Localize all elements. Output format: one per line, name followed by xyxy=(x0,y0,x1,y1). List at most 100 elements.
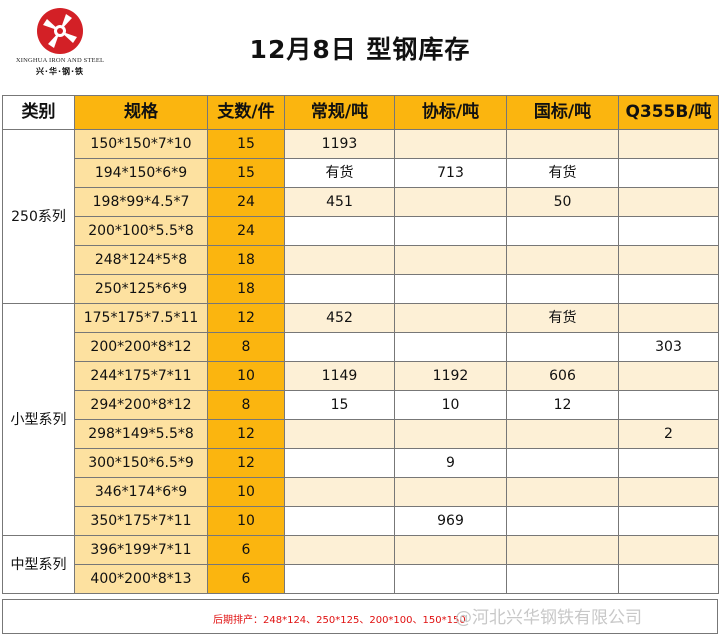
q355b-cell xyxy=(618,158,719,188)
spec-cell: 294*200*8*12 xyxy=(74,390,208,420)
col-header-q355b: Q355B/吨 xyxy=(618,95,719,130)
count-cell: 12 xyxy=(207,303,285,333)
assoc-cell xyxy=(394,216,507,246)
q355b-cell xyxy=(618,448,719,478)
count-cell: 12 xyxy=(207,448,285,478)
spec-cell: 248*124*5*8 xyxy=(74,245,208,275)
assoc-cell: 1192 xyxy=(394,361,507,391)
count-cell: 15 xyxy=(207,129,285,159)
inventory-table: 类别 规格 支数/件 常规/吨 协标/吨 国标/吨 Q355B/吨 250系列 1… xyxy=(2,95,719,594)
regular-cell: 1193 xyxy=(284,129,395,159)
table-row: 244*175*7*11 10 1149 1192 606 xyxy=(3,361,719,391)
q355b-cell xyxy=(618,361,719,391)
regular-cell xyxy=(284,448,395,478)
company-name-en: XINGHUA IRON AND STEEL xyxy=(15,57,105,64)
national-cell xyxy=(506,448,619,478)
spec-cell: 198*99*4.5*7 xyxy=(74,187,208,217)
regular-cell xyxy=(284,564,395,594)
spec-cell: 300*150*6.5*9 xyxy=(74,448,208,478)
regular-cell xyxy=(284,477,395,507)
spec-cell: 350*175*7*11 xyxy=(74,506,208,536)
xinghua-logo-icon xyxy=(37,8,83,54)
q355b-cell xyxy=(618,216,719,246)
count-cell: 10 xyxy=(207,506,285,536)
table-header-row: 类别 规格 支数/件 常规/吨 协标/吨 国标/吨 Q355B/吨 xyxy=(2,95,719,130)
count-cell: 10 xyxy=(207,361,285,391)
regular-cell xyxy=(284,419,395,449)
table-row: 250系列 150*150*7*10 15 1193 xyxy=(2,129,719,304)
assoc-cell xyxy=(394,245,507,275)
spec-cell: 150*150*7*10 xyxy=(74,129,208,159)
national-cell: 有货 xyxy=(506,303,619,333)
table-row: 中型系列 396*199*7*11 6 xyxy=(2,535,719,594)
q355b-cell xyxy=(618,303,719,333)
regular-cell: 15 xyxy=(284,390,395,420)
table-row: 350*175*7*11 10 969 xyxy=(3,506,719,536)
assoc-cell xyxy=(394,129,507,159)
table-row: 小型系列 175*175*7.5*11 12 452 有货 xyxy=(2,303,719,536)
q355b-cell xyxy=(618,187,719,217)
table-row: 294*200*8*12 8 15 10 12 xyxy=(3,390,719,420)
spec-cell: 175*175*7.5*11 xyxy=(74,303,208,333)
assoc-cell: 10 xyxy=(394,390,507,420)
q355b-cell: 303 xyxy=(618,332,719,362)
count-cell: 15 xyxy=(207,158,285,188)
assoc-cell xyxy=(394,274,507,304)
count-cell: 8 xyxy=(207,332,285,362)
q355b-cell xyxy=(618,274,719,304)
national-cell: 12 xyxy=(506,390,619,420)
assoc-cell xyxy=(394,419,507,449)
q355b-cell xyxy=(618,564,719,594)
col-header-count: 支数/件 xyxy=(207,95,285,130)
spec-cell: 194*150*6*9 xyxy=(74,158,208,188)
col-header-spec: 规格 xyxy=(74,95,208,130)
spec-cell: 200*200*8*12 xyxy=(74,332,208,362)
table-row: 298*149*5.5*8 12 2 xyxy=(3,419,719,449)
q355b-cell xyxy=(618,129,719,159)
col-header-regular: 常规/吨 xyxy=(284,95,395,130)
q355b-cell xyxy=(618,506,719,536)
regular-cell xyxy=(284,332,395,362)
q355b-cell: 2 xyxy=(618,419,719,449)
count-cell: 6 xyxy=(207,535,285,565)
assoc-cell xyxy=(394,477,507,507)
regular-cell: 451 xyxy=(284,187,395,217)
national-cell xyxy=(506,245,619,275)
q355b-cell xyxy=(618,390,719,420)
watermark: @河北兴华钢铁有限公司 xyxy=(455,608,642,628)
national-cell xyxy=(506,535,619,565)
national-cell xyxy=(506,274,619,304)
regular-cell xyxy=(284,216,395,246)
table-row: 250*125*6*9 18 xyxy=(3,274,719,304)
national-cell xyxy=(506,129,619,159)
spec-cell: 250*125*6*9 xyxy=(74,274,208,304)
spec-cell: 244*175*7*11 xyxy=(74,361,208,391)
count-cell: 10 xyxy=(207,477,285,507)
table-row: 300*150*6.5*9 12 9 xyxy=(3,448,719,478)
regular-cell xyxy=(284,245,395,275)
table-row: 200*200*8*12 8 303 xyxy=(3,332,719,362)
count-cell: 24 xyxy=(207,187,285,217)
col-header-category: 类别 xyxy=(2,95,75,130)
national-cell: 有货 xyxy=(506,158,619,188)
national-cell xyxy=(506,477,619,507)
category-cell: 250系列 xyxy=(2,129,75,304)
regular-cell: 有货 xyxy=(284,158,395,188)
regular-cell xyxy=(284,506,395,536)
count-cell: 8 xyxy=(207,390,285,420)
regular-cell: 1149 xyxy=(284,361,395,391)
national-cell xyxy=(506,216,619,246)
assoc-cell xyxy=(394,332,507,362)
national-cell xyxy=(506,564,619,594)
q355b-cell xyxy=(618,477,719,507)
count-cell: 6 xyxy=(207,564,285,594)
national-cell: 50 xyxy=(506,187,619,217)
q355b-cell xyxy=(618,245,719,275)
spec-cell: 200*100*5.5*8 xyxy=(74,216,208,246)
page-title: 12月8日 型钢库存 xyxy=(249,35,471,64)
assoc-cell: 969 xyxy=(394,506,507,536)
spec-cell: 400*200*8*13 xyxy=(74,564,208,594)
spec-cell: 346*174*6*9 xyxy=(74,477,208,507)
table-row: 200*100*5.5*8 24 xyxy=(3,216,719,246)
